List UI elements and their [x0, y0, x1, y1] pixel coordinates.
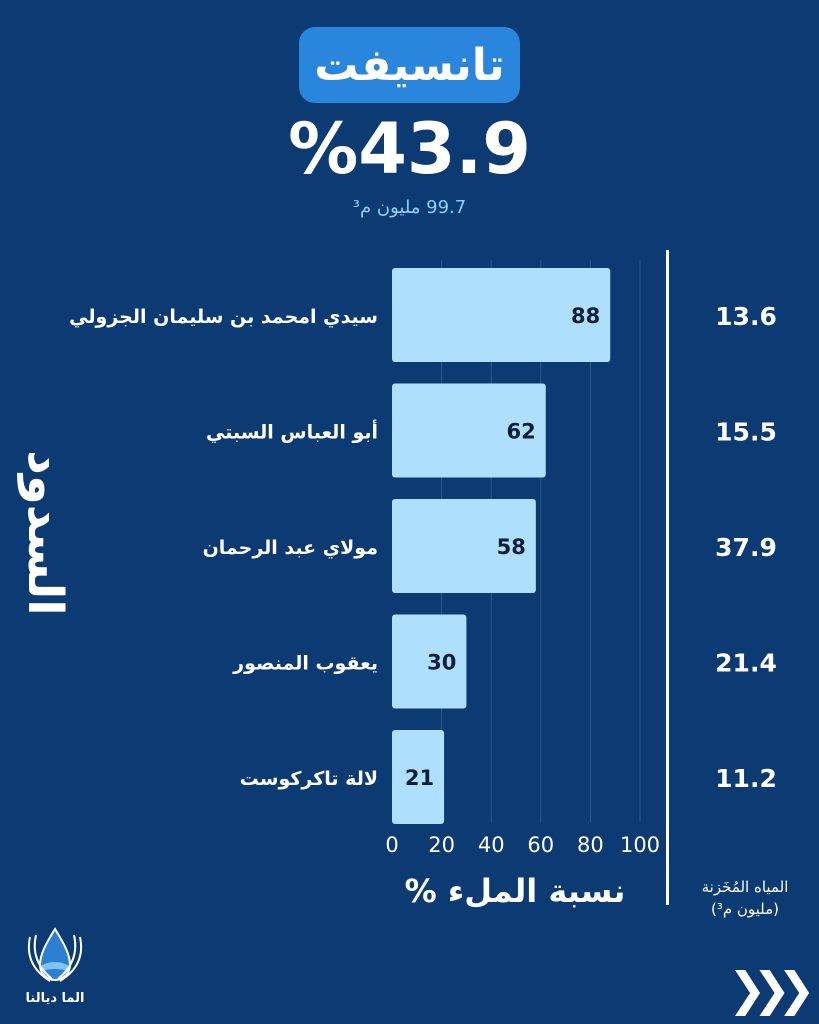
bar — [392, 383, 546, 478]
triple-chevron-right-icon[interactable]: ❯❯❯ — [728, 962, 816, 1016]
stored-water-title: المياه المُخَزنة (مليون م³) — [701, 878, 789, 918]
dam-name-label: مولاي عبد الرحمان — [203, 537, 378, 560]
dam-name-label: يعقوب المنصور — [232, 653, 378, 675]
bar-value-label: 62 — [507, 420, 536, 444]
bar-value-label: 88 — [571, 304, 600, 328]
x-tick-label: 80 — [577, 833, 604, 857]
stored-water-value: 21.4 — [715, 649, 777, 678]
x-tick-label: 40 — [478, 833, 505, 857]
divider — [666, 250, 669, 905]
stored-volume: 99.7 مليون م³ — [352, 197, 467, 218]
bar-value-label: 30 — [427, 651, 456, 675]
water-drop-hands-icon — [28, 927, 82, 982]
bar — [392, 614, 467, 709]
stored-water-value: 13.6 — [715, 302, 777, 331]
x-axis-title: نسبة الملء % — [404, 872, 626, 910]
bar-value-label: 21 — [405, 766, 434, 790]
x-tick-label: 20 — [428, 833, 455, 857]
logo: الما ديالنا — [20, 925, 90, 1006]
bar — [392, 730, 445, 824]
bar — [392, 268, 611, 362]
dam-name-label: سيدي امحمد بن سليمان الجزولي — [69, 306, 378, 329]
x-tick-label: 60 — [527, 833, 554, 857]
fill-percentage: %43.9 — [288, 108, 531, 190]
stored-water-value: 15.5 — [715, 418, 777, 447]
x-tick-label: 0 — [385, 833, 398, 857]
bar — [392, 499, 536, 593]
stored-water-value: 37.9 — [715, 533, 777, 562]
stored-water-value: 11.2 — [715, 764, 777, 793]
x-tick-label: 100 — [620, 833, 660, 857]
basin-title: تانسيفت — [299, 27, 520, 103]
bar-value-label: 58 — [497, 535, 526, 559]
dam-name-label: لالة تاكركوست — [240, 768, 378, 790]
logo-text: الما ديالنا — [25, 991, 85, 1006]
dam-name-label: أبو العباس السبتي — [206, 420, 378, 444]
